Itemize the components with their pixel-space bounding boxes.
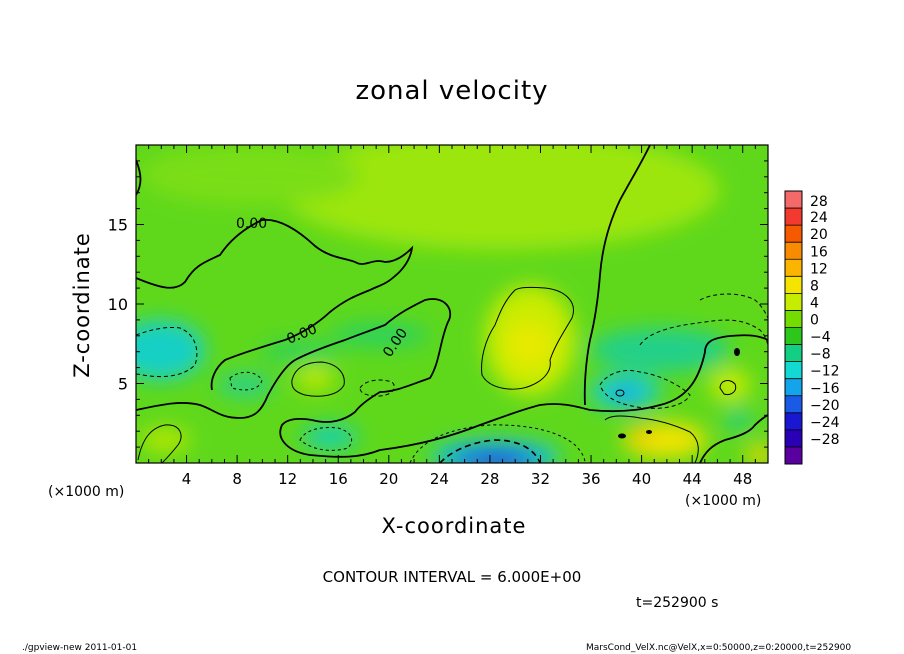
footer-left: ./gpview-new 2011-01-01 — [22, 643, 138, 653]
colorbar-segment — [785, 412, 802, 431]
negative-contour-bottom-blue — [439, 439, 541, 463]
colorbar-label: −4 — [810, 330, 831, 346]
chart-title: zonal velocity — [355, 76, 549, 106]
colorbar-label: −8 — [810, 347, 831, 363]
colorbar-segment — [785, 429, 802, 448]
x-tick-label: 36 — [581, 470, 600, 488]
x-axis-label: X-coordinate — [381, 514, 527, 538]
colorbar-segment — [785, 293, 802, 311]
x-tick-label: 24 — [430, 470, 449, 488]
negative-contour-cyan-low — [299, 427, 353, 451]
colorbar-label: −16 — [810, 381, 840, 397]
colorbar-segment — [785, 446, 802, 465]
x-tick-label: 16 — [329, 470, 348, 488]
colorbar-label: 0 — [810, 313, 819, 329]
x-tick-label: 32 — [531, 470, 550, 488]
colorbar-segment — [785, 395, 802, 414]
colorbar-label: 8 — [810, 278, 819, 294]
x-axis: 4 8 12 16 20 24 28 32 36 40 44 48 — [148, 145, 756, 488]
colorbar-segment — [785, 259, 802, 277]
x-tick-label: 12 — [278, 470, 297, 488]
x-tick-label: 28 — [480, 470, 499, 488]
colorbar-label: −24 — [810, 415, 840, 431]
zero-contour-upper — [136, 219, 414, 391]
zero-contour-right — [583, 145, 651, 406]
positive-contour-bottom-right — [604, 415, 699, 463]
x-tick-label: 20 — [379, 470, 398, 488]
colorbar-label: 24 — [810, 210, 828, 226]
x-tick-label: 44 — [683, 470, 702, 488]
colorbar-segment — [785, 361, 802, 380]
colorbar-label: 28 — [810, 194, 828, 210]
positive-contour-ring — [719, 380, 737, 395]
x-tick-label: 48 — [733, 470, 752, 488]
negative-contour-blue-pocket — [599, 370, 691, 409]
colorbar-segment — [785, 344, 802, 363]
x-unit-label-left: (×1000 m) — [48, 484, 125, 500]
colorbar-segment — [785, 310, 802, 328]
x-unit-label-right: (×1000 m) — [685, 493, 762, 509]
y-tick-label: 15 — [108, 216, 128, 235]
zero-contour-mid — [136, 298, 768, 458]
colorbar-label: −20 — [810, 398, 840, 414]
y-axis: 5 10 15 — [108, 160, 768, 448]
colorbar-label: 4 — [810, 295, 819, 311]
zero-contour-bottom-right — [699, 414, 768, 463]
colorbar-label: 12 — [810, 261, 828, 277]
colorbar-label: 16 — [810, 244, 828, 260]
colorbar-segment — [785, 327, 802, 346]
negative-contour-bottom-wide — [409, 424, 586, 463]
x-tick-label: 4 — [182, 470, 192, 488]
colorbar-segment — [785, 191, 802, 209]
y-tick-label: 5 — [118, 375, 128, 394]
colorbar-segment — [785, 225, 802, 243]
colorbar-label: 20 — [810, 227, 828, 243]
contour-blob-4 — [615, 389, 625, 397]
y-axis-label: Z-coordinate — [70, 232, 94, 378]
negative-contour-right-small — [699, 293, 768, 319]
contour-blob-1 — [618, 433, 626, 439]
colorbar-segment — [785, 208, 802, 226]
positive-contour-small — [291, 361, 345, 397]
colorbar-segment — [785, 242, 802, 260]
y-tick-label: 10 — [108, 295, 128, 314]
negative-contour-left-low — [229, 371, 263, 391]
negative-contour-right-upper — [639, 319, 768, 349]
contour-lines — [136, 145, 768, 463]
time-stamp: t=252900 s — [636, 595, 719, 611]
contour-interval-text: CONTOUR INTERVAL = 6.000E+00 — [322, 568, 582, 586]
positive-contour-bottom-left — [137, 424, 182, 463]
colorbar-label: −28 — [810, 432, 840, 448]
colorbar-segment — [785, 378, 802, 397]
contour-blob-3 — [734, 348, 740, 356]
colorbar-segment — [785, 276, 802, 294]
negative-contour-center-left — [359, 379, 395, 397]
footer-right: MarsCond_VelX.nc@VelX,x=0:50000,z=0:2000… — [586, 643, 852, 653]
x-tick-label: 8 — [232, 470, 242, 488]
contour-blob-2 — [646, 430, 652, 434]
x-tick-label: 40 — [632, 470, 651, 488]
negative-contour-left — [136, 327, 198, 378]
positive-contour-yellow — [481, 286, 574, 390]
contour-value-label: 0.00 — [236, 216, 267, 232]
colorbar-label: −12 — [810, 364, 840, 380]
